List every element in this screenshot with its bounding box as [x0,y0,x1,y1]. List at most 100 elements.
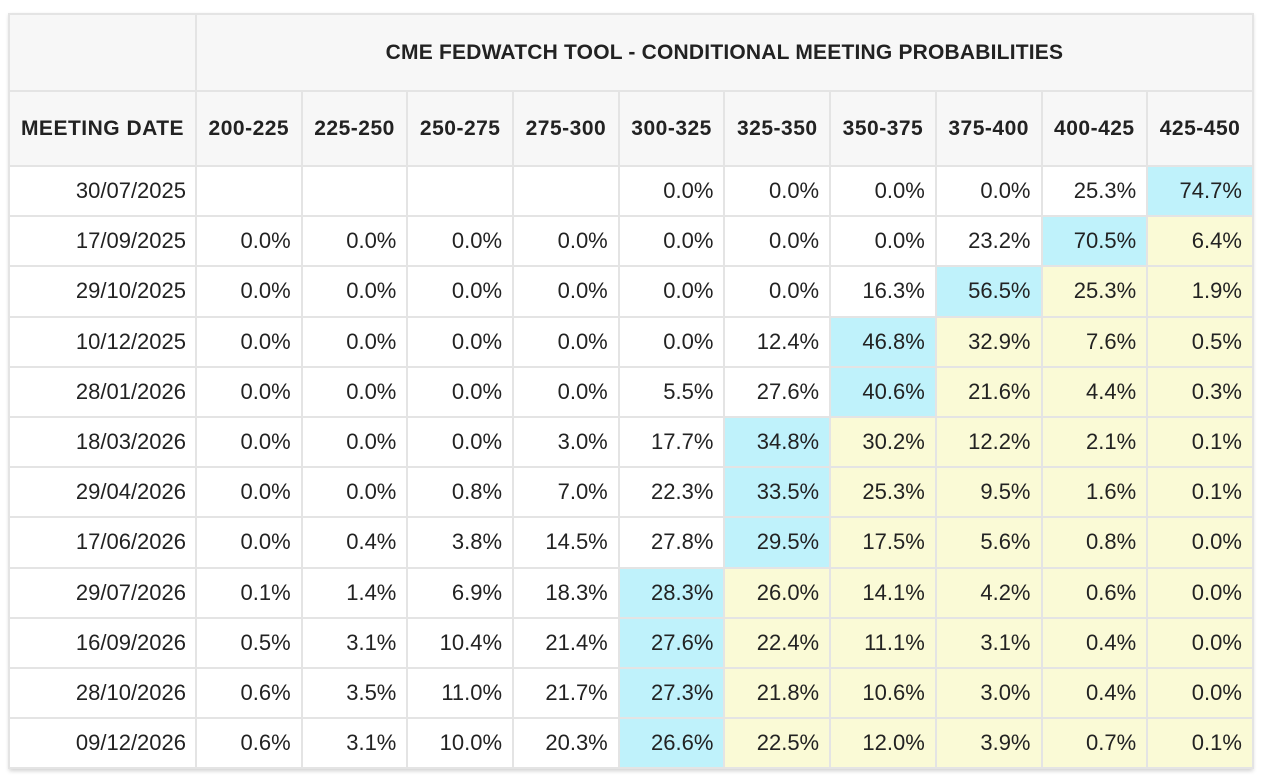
probability-cell: 0.0% [300,466,409,519]
meeting-date-cell: 09/12/2026 [8,717,197,770]
probability-cell: 5.5% [617,365,726,418]
probability-cell: 16.3% [829,265,937,318]
probability-cell: 0.6% [1040,566,1149,619]
probability-cell: 0.0% [512,315,620,368]
probability-cell: 0.0% [512,265,620,318]
range-header-325-350: 325-350 [723,90,832,167]
probability-cell: 20.3% [512,717,620,770]
range-header-225-250: 225-250 [300,90,409,167]
probability-cell: 27.8% [617,516,726,569]
probability-cell: 9.5% [934,466,1043,519]
meeting-date-cell: 16/09/2026 [8,616,197,669]
table-title: CME FEDWATCH TOOL - CONDITIONAL MEETING … [195,13,1254,92]
probability-cell: 0.8% [406,466,515,519]
probability-cell: 0.0% [300,215,409,268]
meeting-date-cell: 29/07/2026 [8,566,197,619]
probability-cell: 40.6% [829,365,937,418]
table-body: 30/07/2025 0.0% 0.0% 0.0% 0.0% 25.3% 74.7% 17/0… [8,164,1254,770]
probability-cell: 74.7% [1146,164,1254,218]
probability-cell: 25.3% [829,466,937,519]
probability-cell: 0.0% [617,315,726,368]
probability-cell: 0.1% [1146,415,1254,469]
range-header-375-400: 375-400 [934,90,1043,167]
probability-cell [512,164,620,218]
probability-cell: 0.0% [723,215,832,268]
probability-cell: 0.0% [406,265,515,318]
probability-cell: 0.1% [1146,717,1254,770]
probability-cell: 27.6% [723,365,832,418]
probability-cell: 0.4% [1040,616,1149,669]
range-header-250-275: 250-275 [406,90,515,167]
probability-cell: 17.7% [617,415,726,469]
probability-cell: 21.7% [512,666,620,720]
probability-cell: 28.3% [617,566,726,619]
probability-cell: 6.9% [406,566,515,619]
probability-cell: 0.0% [195,215,303,268]
probability-cell: 0.0% [617,215,726,268]
probability-cell: 32.9% [934,315,1043,368]
probability-cell: 3.1% [300,616,409,669]
probability-cell: 18.3% [512,566,620,619]
table-row: 28/10/2026 0.6% 3.5% 11.0% 21.7% 27.3% 21.8% 10… [8,666,1254,720]
probability-cell [195,164,303,218]
probability-cell: 0.0% [406,415,515,469]
probability-cell: 0.1% [195,566,303,619]
probability-cell: 0.0% [195,516,303,569]
table-row: 18/03/2026 0.0% 0.0% 0.0% 3.0% 17.7% 34.8% 30.2… [8,415,1254,469]
range-header-400-425: 400-425 [1040,90,1149,167]
probability-cell: 0.0% [195,315,303,368]
probability-cell: 14.1% [829,566,937,619]
probability-cell: 0.0% [617,164,726,218]
probability-cell: 34.8% [723,415,832,469]
probability-cell: 0.0% [1146,666,1254,720]
probability-cell: 0.0% [195,415,303,469]
probability-cell: 21.4% [512,616,620,669]
probability-cell: 7.6% [1040,315,1149,368]
probability-cell: 3.8% [406,516,515,569]
probability-cell: 26.6% [617,717,726,770]
probability-table-container: CME FEDWATCH TOOL - CONDITIONAL MEETING … [8,13,1254,770]
meeting-date-cell: 10/12/2025 [8,315,197,368]
probability-cell: 0.0% [195,466,303,519]
probability-cell: 5.6% [934,516,1043,569]
meeting-date-cell: 28/10/2026 [8,666,197,720]
probability-cell: 22.4% [723,616,832,669]
probability-cell: 3.9% [934,717,1043,770]
meeting-date-header: MEETING DATE [8,90,197,167]
probability-cell: 25.3% [1040,164,1149,218]
range-header-425-450: 425-450 [1146,90,1254,167]
probability-cell: 29.5% [723,516,832,569]
range-header-275-300: 275-300 [512,90,620,167]
meeting-date-cell: 17/06/2026 [8,516,197,569]
probability-cell: 12.2% [934,415,1043,469]
probability-cell: 0.3% [1146,365,1254,418]
table-row: 29/04/2026 0.0% 0.0% 0.8% 7.0% 22.3% 33.5% 25.3… [8,466,1254,519]
probability-cell: 0.0% [300,315,409,368]
probability-cell: 3.1% [300,717,409,770]
probability-cell: 11.0% [406,666,515,720]
probability-cell: 3.1% [934,616,1043,669]
probability-cell: 10.6% [829,666,937,720]
probability-cell: 0.0% [934,164,1043,218]
meeting-date-cell: 18/03/2026 [8,415,197,469]
table-row: 17/09/2025 0.0% 0.0% 0.0% 0.0% 0.0% 0.0% 0.0% 23… [8,215,1254,268]
probability-cell: 0.5% [195,616,303,669]
probability-cell: 0.4% [1040,666,1149,720]
probability-cell: 0.0% [406,315,515,368]
probability-cell: 0.0% [512,365,620,418]
meeting-date-cell: 28/01/2026 [8,365,197,418]
probability-cell: 25.3% [1040,265,1149,318]
probability-cell: 46.8% [829,315,937,368]
probability-cell: 3.5% [300,666,409,720]
probability-cell: 4.4% [1040,365,1149,418]
range-header-300-325: 300-325 [617,90,726,167]
probability-cell: 2.1% [1040,415,1149,469]
range-header-350-375: 350-375 [829,90,937,167]
probability-cell: 0.0% [300,265,409,318]
probability-cell: 3.0% [934,666,1043,720]
meeting-date-cell: 30/07/2025 [8,164,197,218]
probability-cell: 0.0% [1146,516,1254,569]
probability-cell: 0.5% [1146,315,1254,368]
probability-cell: 21.8% [723,666,832,720]
probability-table: CME FEDWATCH TOOL - CONDITIONAL MEETING … [8,13,1254,770]
